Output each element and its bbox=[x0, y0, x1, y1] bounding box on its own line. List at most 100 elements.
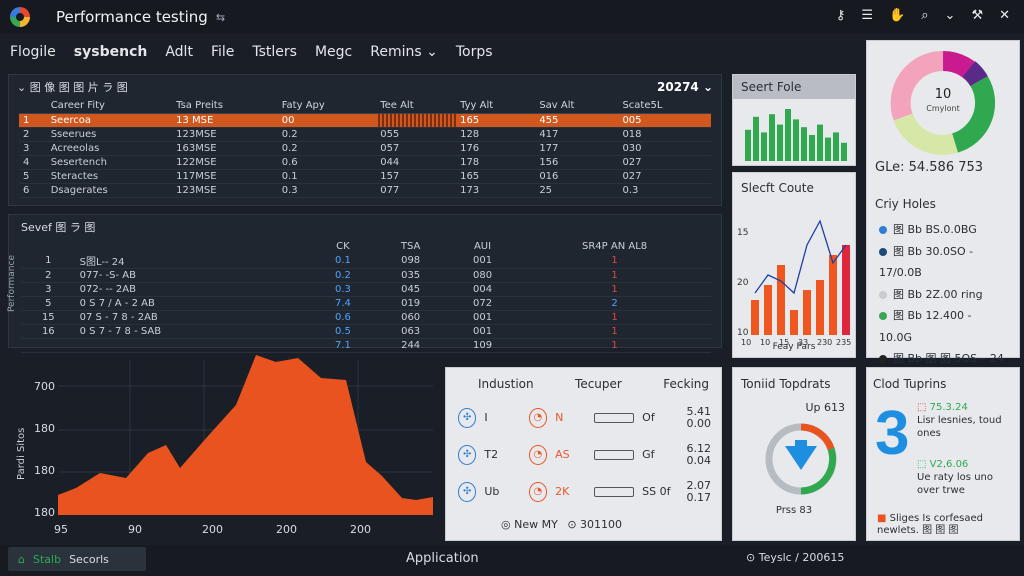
table-row[interactable]: 3 Acreeolas 163MSE 0.2 057 176 177 030 bbox=[19, 141, 711, 156]
tools-icon[interactable]: ⚒ bbox=[971, 8, 984, 23]
table-cell: 163MSE bbox=[172, 141, 278, 156]
green-bar bbox=[817, 124, 823, 161]
table-row[interactable]: 15 07 S - 7 8 - 2AB 0.6 060 001 1 bbox=[21, 310, 711, 325]
menu-item-remins[interactable]: Remins ⌄ bbox=[370, 44, 438, 60]
gauge-chart bbox=[765, 423, 837, 495]
lock-icon: ◔ bbox=[528, 481, 548, 502]
table-cell: Seercoa bbox=[46, 113, 173, 128]
menu-item-file[interactable]: File bbox=[210, 44, 235, 60]
row-index: 5 bbox=[19, 169, 47, 184]
gauge-arc-green bbox=[800, 447, 837, 495]
summary-col-header[interactable]: Tyy Alt bbox=[456, 99, 536, 114]
chevron-down-icon[interactable]: ⌄ bbox=[944, 8, 956, 23]
metrics-col-header[interactable]: TSA bbox=[400, 240, 421, 252]
gauge-panel: Toniid Topdrats Up 613 Prss 83 bbox=[732, 367, 856, 541]
menu-item-sysbench[interactable]: sysbench bbox=[73, 44, 148, 60]
legend-item[interactable]: 图 Bb 30.0SO - 17/0.0B bbox=[879, 241, 1007, 284]
combo-ytick: 20 bbox=[737, 278, 749, 288]
table-row[interactable]: 5 Steractes 117MSE 0.1 157 165 016 027 bbox=[19, 169, 711, 184]
row-index: 3 bbox=[19, 141, 47, 156]
indicator-bar bbox=[593, 449, 635, 460]
combo-bar bbox=[751, 300, 759, 335]
table-cell: 7.1 bbox=[311, 338, 375, 353]
row-index: 2 bbox=[19, 127, 47, 142]
legend-item[interactable]: 图 Bb 12.400 - 10.0G bbox=[879, 305, 1007, 348]
summary-col-header[interactable]: Tee Alt bbox=[376, 99, 457, 114]
ind-header-2: Tecuper bbox=[575, 377, 622, 391]
table-row[interactable]: 6 Dsagerates 123MSE 0.3 077 173 25 0.3 bbox=[19, 183, 711, 198]
gauge-title: Toniid Topdrats bbox=[741, 377, 831, 391]
table-row[interactable]: 7.1 244 109 1 bbox=[21, 338, 711, 353]
table-cell: 16 bbox=[21, 324, 76, 339]
row-index: 6 bbox=[19, 183, 47, 198]
table-cell: 177 bbox=[535, 141, 619, 156]
menu-item-megc[interactable]: Megc bbox=[314, 44, 353, 60]
legend-label: 图 Bb 30.0SO - 17/0.0B bbox=[879, 244, 974, 280]
summary-table: Career Fity Tsa Preits Faty Apy Tee Alt Tyy … bbox=[19, 99, 711, 198]
table-row[interactable]: 16 0 S 7 - 7 8 - SAB 0.5 063 001 1 bbox=[21, 324, 711, 339]
combo-xtick: 33 bbox=[798, 338, 808, 345]
combo-line bbox=[754, 219, 847, 295]
legend-label: 图 Bb BS.0.0BG bbox=[893, 223, 977, 236]
table-cell: 417 bbox=[535, 127, 619, 142]
legend-item[interactable]: 图 Bb 2Z.00 ring bbox=[879, 284, 1007, 306]
table-cell: 455 bbox=[535, 113, 619, 128]
table-cell: 027 bbox=[618, 155, 711, 170]
table-row[interactable]: 1 Seercoa 13 MSE 00 165 455 005 bbox=[19, 113, 711, 128]
indicator-values: 2.07 0.17 bbox=[686, 478, 712, 504]
table-cell: 0.3 bbox=[618, 183, 711, 198]
table-cell: 13 MSE bbox=[172, 113, 278, 128]
metrics-col-header[interactable]: CK bbox=[336, 240, 350, 252]
status-center: Application bbox=[406, 551, 479, 566]
indicator-row[interactable]: ✣ Ub ◔ 2K SS 0f 2.07 0.17 bbox=[458, 473, 711, 510]
table-row[interactable]: 4 Sesertench 122MSE 0.6 044 178 156 027 bbox=[19, 155, 711, 170]
table-cell: 044 bbox=[376, 155, 457, 170]
search-icon[interactable]: ⌕ bbox=[921, 8, 929, 23]
table-row[interactable]: 3 072- -- 2AB 0.3 045 004 1 bbox=[21, 282, 711, 297]
summary-col-header[interactable]: Sav Alt bbox=[535, 99, 619, 114]
app-title: Performance testing bbox=[56, 8, 208, 26]
menu-item-torps[interactable]: Torps bbox=[455, 44, 493, 60]
metrics-col-header[interactable]: SR4P AN AL8 bbox=[582, 240, 648, 252]
table-row[interactable]: 2 077- -S- AB 0.2 035 080 1 bbox=[21, 268, 711, 283]
combo-bar bbox=[829, 255, 837, 335]
indicator-row[interactable]: ✣ I ◔ N Of 5.41 0.00 bbox=[458, 399, 711, 436]
metrics-col-header[interactable]: AUI bbox=[473, 240, 492, 252]
donut-center-value: 10 bbox=[935, 87, 952, 102]
table-row[interactable]: 2 Sseerues 123MSE 0.2 055 128 417 018 bbox=[19, 127, 711, 142]
summary-col-header[interactable]: Faty Apy bbox=[277, 99, 377, 114]
table-row[interactable]: 1 S图L-- 24 0.1 098 001 1 bbox=[21, 253, 711, 269]
combo-bar bbox=[803, 290, 811, 335]
metrics-col-header[interactable] bbox=[76, 239, 312, 253]
summary-col-header[interactable]: Career Fity bbox=[46, 99, 173, 114]
legend-item[interactable]: 图 Bb BS.0.0BG bbox=[879, 219, 1007, 241]
area-xtick: 200 bbox=[202, 523, 223, 536]
table-cell: 156 bbox=[535, 155, 619, 170]
circle-warning-icon: ◔ bbox=[528, 407, 548, 428]
table-cell: 018 bbox=[618, 127, 711, 142]
hand-icon[interactable]: ✋ bbox=[889, 8, 906, 23]
area-ytick: 180 bbox=[34, 464, 55, 477]
cloud-item-1: ⬚ 75.3.24 Lisr lesnies, toud ones bbox=[917, 402, 1002, 439]
table-cell: 077- -S- AB bbox=[75, 268, 312, 283]
menu-item-flogile[interactable]: Flogile bbox=[10, 44, 56, 60]
menu-item-tstlers[interactable]: Tstlers bbox=[252, 44, 297, 60]
area-xtick: 200 bbox=[276, 523, 297, 536]
status-tab[interactable]: ⌂ Stalb Secorls bbox=[8, 547, 146, 571]
menu-item-adlt[interactable]: Adlt bbox=[165, 44, 193, 60]
menu-icon[interactable]: ☰ bbox=[861, 8, 874, 23]
year-select[interactable]: 20274 ⌄ bbox=[657, 80, 713, 94]
indicator-row[interactable]: ✣ T2 ◔ AS Gf 6.12 0.04 bbox=[458, 436, 711, 473]
key-icon[interactable]: ⚷ bbox=[835, 8, 846, 23]
table-cell: 157 bbox=[376, 169, 457, 184]
close-icon[interactable]: ✕ bbox=[999, 8, 1010, 23]
metrics-col-header[interactable] bbox=[21, 239, 76, 253]
indicator-right-label: Of bbox=[642, 411, 655, 424]
legend-label: 图 Bb 12.400 - 10.0G bbox=[879, 309, 972, 344]
summary-col-header[interactable]: Tsa Preits bbox=[172, 99, 278, 114]
summary-col-header[interactable]: Scate5L bbox=[618, 99, 711, 114]
donut-panel: 10 Cmylont GLe: 54.586 753 Criy Holes 图 … bbox=[866, 40, 1020, 430]
cloud-panel: Clod Tuprins 3 ⬚ 75.3.24 Lisr lesnies, to… bbox=[866, 367, 1020, 541]
